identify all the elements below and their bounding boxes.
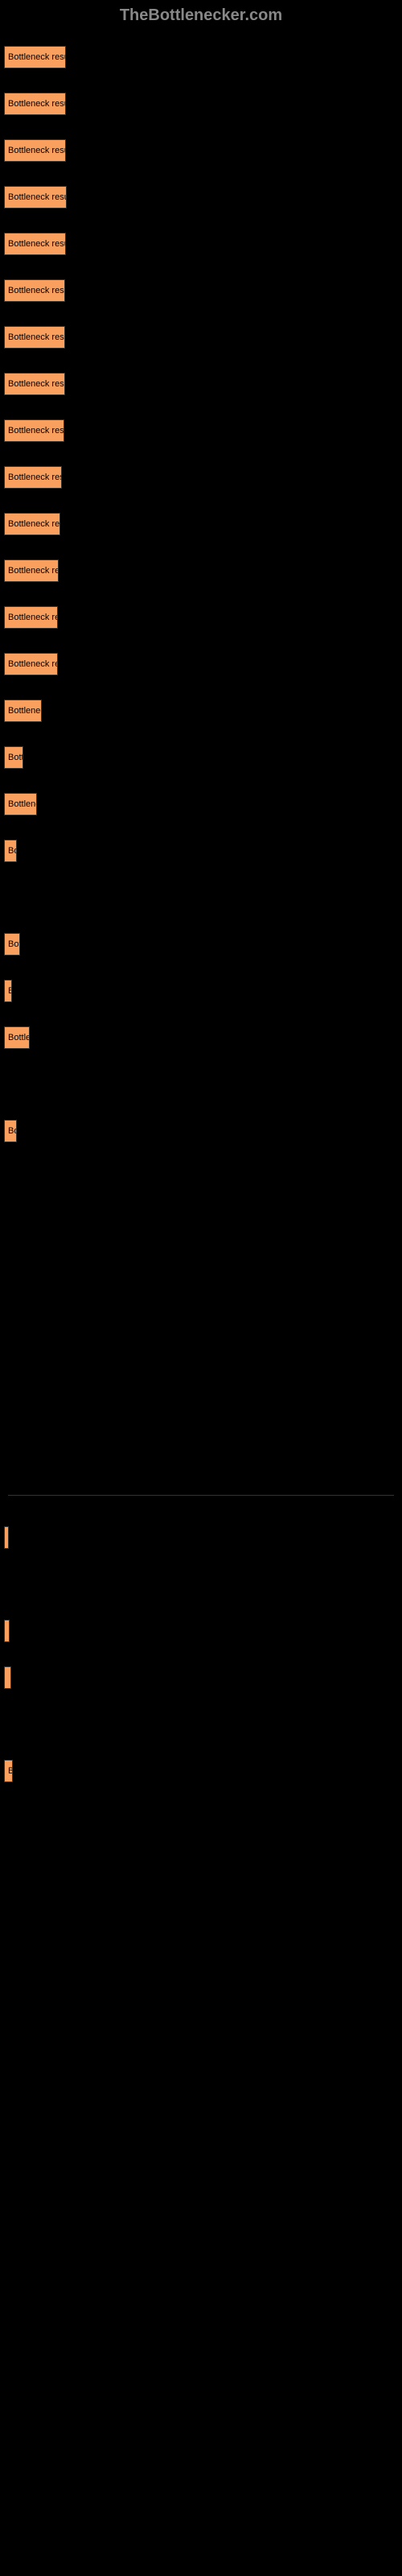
bar-row: Bottleneck result [4,312,398,358]
bar-row [4,1432,398,1479]
bar-row: Bottlenec [4,685,398,732]
chart-container: Bottleneck result Bottleneck result Bottle… [0,31,402,1839]
chart-bar: B [4,1760,13,1782]
chart-bar: Bottleneck result [4,233,66,255]
site-header: TheBottlenecker.com [0,0,402,31]
bar-row: Bo [4,1105,398,1152]
bar-row: Bo [4,825,398,872]
bar-row: Bottleneck resu [4,452,398,498]
chart-bar: Bottleneck result [4,279,65,302]
bar-row [4,1558,398,1605]
bar-row [4,1385,398,1432]
bar-row: Bottleneck resu [4,498,398,545]
chart-bar: Bottlenec [4,700,42,722]
chart-bar: Bottleneck result [4,373,65,395]
bar-row: B [4,965,398,1012]
chart-bar: Bottleneck resu [4,513,60,535]
chart-bar [4,1666,11,1689]
bar-row: Bottleneck res [4,592,398,638]
bar-row [4,1059,398,1105]
chart-bar: Bottlene [4,793,37,815]
chart-bar [4,1526,9,1549]
bar-row: Bottleneck res [4,545,398,592]
bar-row [4,1512,398,1558]
bar-row: B [4,1745,398,1792]
chart-bar: Bottleneck result [4,186,67,208]
bar-row [4,1339,398,1385]
chart-bar: Bottleneck res [4,559,59,582]
bar-row [4,1245,398,1292]
chart-bar: Bottleneck res [4,653,58,675]
bar-row [4,1199,398,1245]
bar-row: Bottleneck result [4,218,398,265]
bar-row: Bottleneck result [4,31,398,78]
chart-bar: Bo [4,1120,17,1142]
chart-bar [4,1620,10,1642]
bar-row [4,1699,398,1745]
bar-row: Bottleneck result [4,265,398,312]
bar-row [4,1292,398,1339]
bar-row [4,1605,398,1652]
chart-bar: Bottle [4,1026,30,1049]
chart-bar: Bot [4,933,20,956]
chart-bar: B [4,980,12,1002]
bar-row: Bot [4,919,398,965]
bar-row: Bottleneck result [4,171,398,218]
divider [8,1495,394,1496]
bar-row: Bottleneck result [4,125,398,171]
chart-bar: Bottleneck res [4,606,58,629]
bar-row: Bottleneck result [4,405,398,452]
bar-row [4,1652,398,1699]
chart-bar: Bottleneck result [4,419,64,442]
chart-bar: Bottleneck result [4,139,66,162]
bar-row [4,1792,398,1839]
bar-row: Bottleneck result [4,78,398,125]
bar-row: Bottleneck result [4,358,398,405]
chart-bar: Bottleneck resu [4,466,62,489]
bar-row: Bottlene [4,778,398,825]
chart-bar: Bo [4,840,17,862]
bar-row: Bott [4,732,398,778]
chart-bar: Bottleneck result [4,93,66,115]
bar-row: Bottle [4,1012,398,1059]
bar-row [4,1152,398,1199]
chart-bar: Bottleneck result [4,326,65,349]
bar-row: Bottleneck res [4,638,398,685]
bar-row [4,872,398,919]
chart-bar: Bott [4,746,23,769]
chart-bar: Bottleneck result [4,46,66,68]
